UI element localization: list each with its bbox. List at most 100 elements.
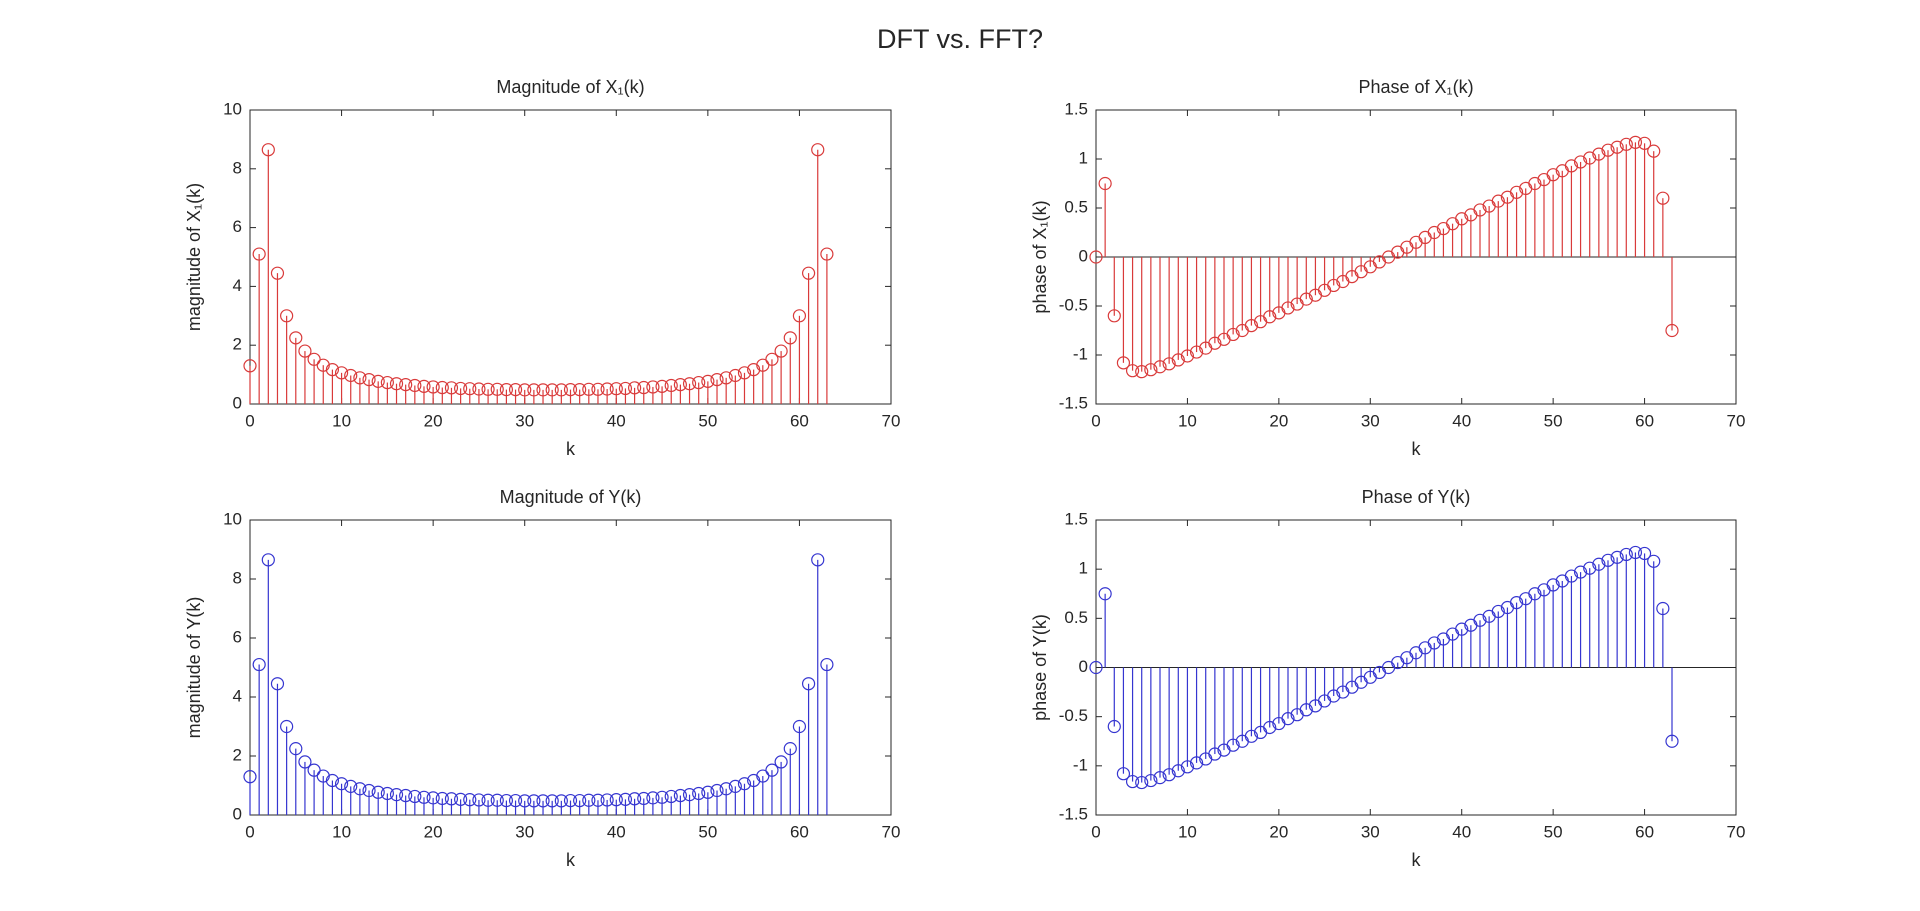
x-axis-label: k <box>1412 439 1422 459</box>
stem-marker <box>573 382 587 397</box>
stem-marker <box>600 793 614 807</box>
stem-marker <box>1427 225 1441 240</box>
stem-marker <box>1327 278 1341 293</box>
stem-marker <box>307 352 321 366</box>
stem-marker <box>536 383 550 397</box>
stem-marker <box>1162 357 1176 371</box>
stem-marker <box>627 381 642 395</box>
stem-marker <box>261 553 275 567</box>
stem-marker <box>362 372 376 387</box>
stem-marker <box>1135 775 1149 790</box>
subplot-title: Magnitude of X₁(k) <box>496 77 644 97</box>
stem-marker <box>1455 622 1469 636</box>
stem-marker <box>692 375 706 390</box>
x-tick-label: 10 <box>1178 822 1197 841</box>
stem-marker <box>1491 604 1505 619</box>
stem-marker <box>1583 561 1597 575</box>
x-tick-label: 10 <box>332 411 351 430</box>
stem-marker <box>1171 764 1185 778</box>
y-tick-label: 6 <box>233 627 242 646</box>
stem-marker <box>1144 363 1158 377</box>
stem-marker <box>1107 719 1121 734</box>
stem-marker <box>389 788 404 802</box>
stem-marker <box>444 792 459 806</box>
stem-marker <box>1089 250 1103 264</box>
subplot: 0 10 20 30 40 50 60 70 0 2 4 6 8 10 Magnitude of X₁(k)… <box>184 77 901 459</box>
subplot-title: Phase of X₁(k) <box>1358 77 1473 97</box>
stem-marker <box>399 788 413 803</box>
figure-title: DFT vs. FFT? <box>877 24 1043 54</box>
stem-marker <box>1610 550 1624 564</box>
stem-marker <box>1281 712 1295 726</box>
axes-box <box>249 109 892 405</box>
stem-marker <box>399 377 413 392</box>
stem-marker <box>1144 773 1158 788</box>
stem-marker <box>774 344 788 358</box>
stem-marker <box>518 794 532 808</box>
x-tick-label: 40 <box>607 822 626 841</box>
stem-marker <box>1528 587 1542 601</box>
stem-marker <box>637 380 651 395</box>
stem-marker <box>1628 135 1643 149</box>
y-tick-label: 0 <box>1079 246 1088 265</box>
x-tick-label: 30 <box>515 822 534 841</box>
stem-marker <box>298 755 312 769</box>
x-tick-label: 0 <box>245 411 254 430</box>
x-tick-label: 0 <box>1091 411 1100 430</box>
x-tick-label: 20 <box>424 411 443 430</box>
stem-marker <box>508 793 523 808</box>
stem-marker <box>1263 720 1277 735</box>
y-tick-label: 0 <box>1079 657 1088 676</box>
stem-marker <box>646 380 660 394</box>
stem-marker <box>664 789 678 804</box>
y-tick-label: 10 <box>223 509 242 528</box>
x-tick-label: 40 <box>1452 411 1471 430</box>
y-tick-label: -1.5 <box>1059 393 1088 412</box>
stem-marker <box>454 381 468 396</box>
stem-marker <box>499 382 513 397</box>
stem-marker <box>280 719 294 734</box>
stem-marker <box>655 790 669 804</box>
x-tick-label: 40 <box>1452 822 1471 841</box>
y-axis-label: magnitude of Y(k) <box>184 597 204 739</box>
stem-marker <box>719 782 733 796</box>
y-tick-label: 10 <box>223 99 242 118</box>
stem-marker <box>527 383 541 397</box>
stem-marker <box>792 309 807 323</box>
stem-marker <box>389 377 404 391</box>
stem-marker <box>371 374 385 388</box>
stem-marker <box>756 769 770 783</box>
stem-marker <box>1299 703 1313 717</box>
stem-marker <box>1619 547 1633 562</box>
stem-marker <box>1573 565 1588 579</box>
y-tick-label: 0 <box>233 393 242 412</box>
stem-marker <box>298 344 312 358</box>
stem-marker <box>1125 364 1140 378</box>
y-tick-label: 1 <box>1079 148 1088 167</box>
stem-marker <box>463 793 477 807</box>
stem-marker <box>261 143 275 157</box>
stem-marker <box>1135 365 1149 379</box>
stem-marker <box>243 770 257 784</box>
stem-marker <box>435 791 449 806</box>
stem-marker <box>1116 356 1131 370</box>
stem-marker <box>344 779 358 793</box>
stem-marker <box>609 382 623 396</box>
stem-marker <box>811 553 825 567</box>
stem-marker <box>655 379 669 393</box>
y-axis-label: phase of Y(k) <box>1030 614 1050 721</box>
stem-marker <box>701 374 715 388</box>
stem-marker <box>334 366 349 380</box>
stem-marker <box>1647 144 1661 158</box>
stem-marker <box>408 378 422 393</box>
y-tick-label: 1.5 <box>1064 509 1088 528</box>
y-tick-label: 1.5 <box>1064 99 1088 118</box>
stem-marker <box>1189 756 1204 770</box>
stem-marker <box>701 785 715 799</box>
stem-marker <box>371 785 385 799</box>
subplot: 0 10 20 30 40 50 60 70 -1.5 -1 -0.5 0 0.5 1 1.5 Phase o… <box>1030 77 1746 459</box>
stem-marker <box>1573 155 1588 169</box>
stem-marker <box>1473 613 1487 627</box>
y-tick-label: 2 <box>233 745 242 764</box>
stem-marker <box>820 247 834 261</box>
